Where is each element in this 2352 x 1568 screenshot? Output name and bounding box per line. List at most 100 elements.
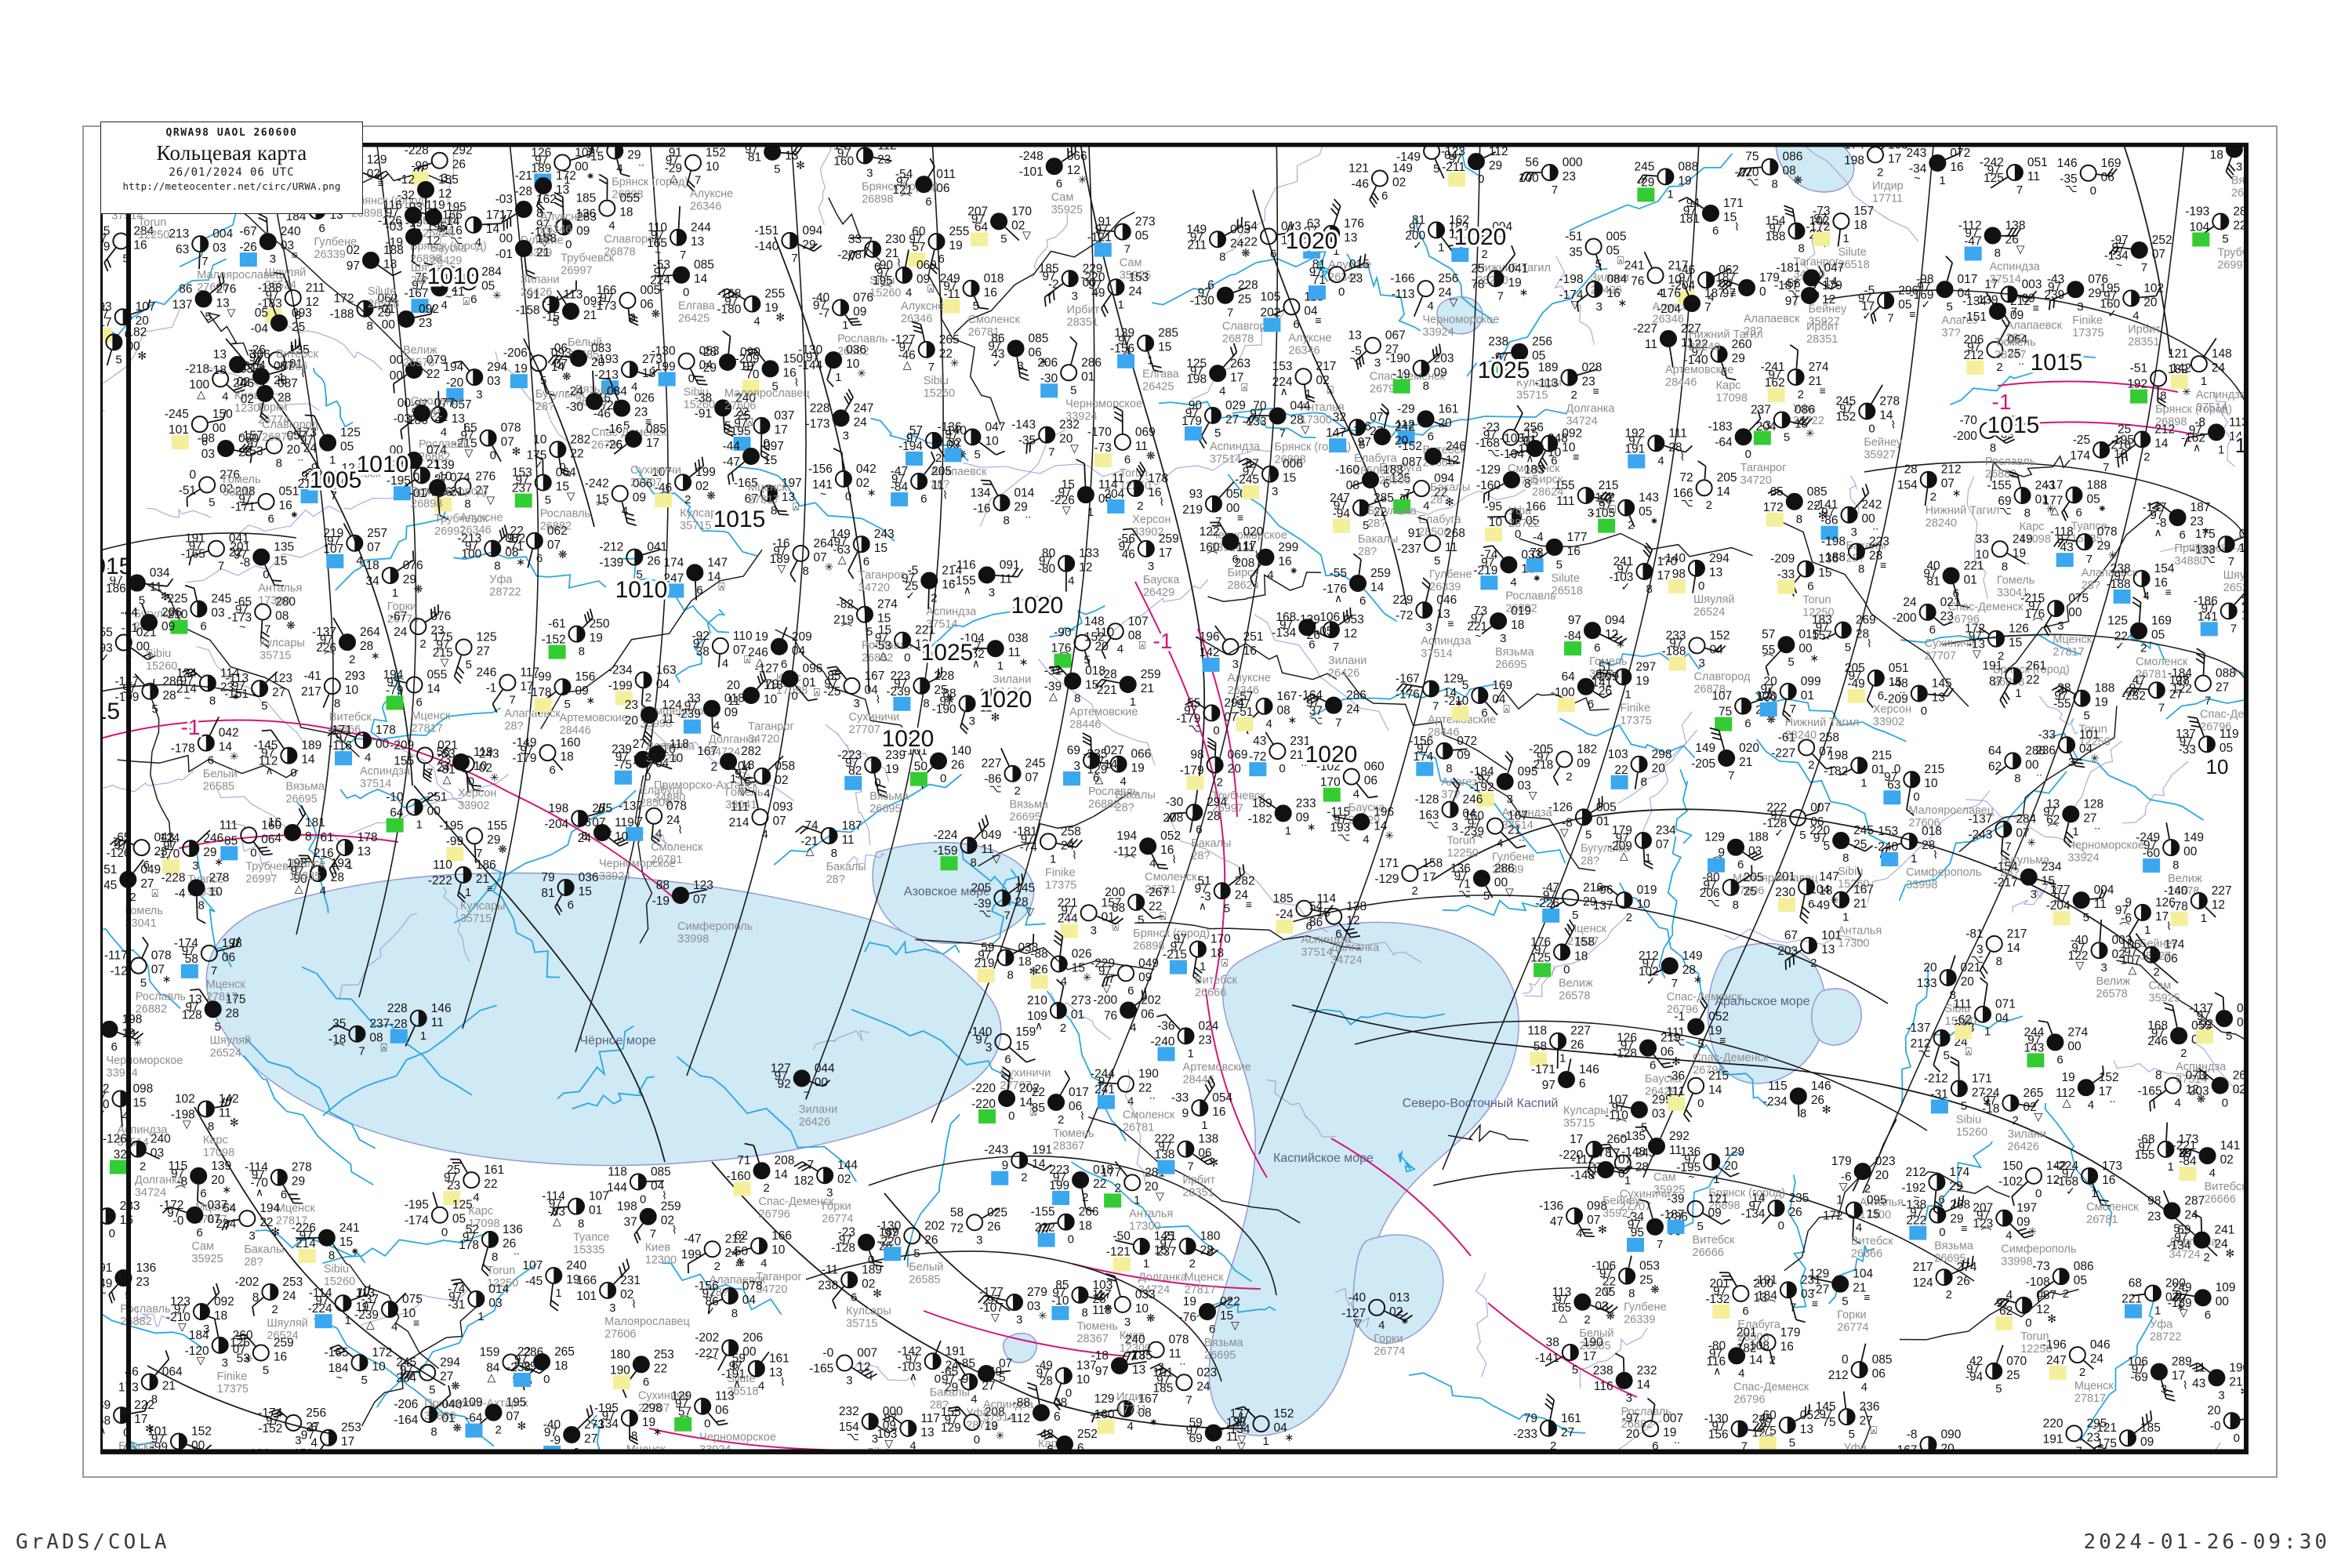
cloud-cover-full: [2063, 806, 2079, 822]
station-index: 37?: [1942, 327, 1961, 339]
sky-state-icon: ⌥: [1918, 1047, 1931, 1059]
country-border-line: [953, 211, 1135, 335]
station-tendency: 10: [706, 161, 720, 174]
station-visibility: 3: [192, 859, 198, 873]
station-visibility: 6: [1359, 594, 1366, 608]
wind-barb-feather: [777, 510, 787, 513]
station-pressure: 244: [691, 221, 711, 234]
station-visibility: 5: [774, 163, 780, 176]
station-pressure: 076: [403, 559, 423, 572]
sky-state-icon: ~: [1914, 172, 1920, 184]
station-temperature: 57: [1762, 628, 1775, 641]
station-pressure: 255: [592, 802, 612, 815]
station-visibility: 0: [1338, 285, 1345, 299]
station-temperature: -154: [1994, 861, 2018, 874]
station-humidity: 97: [1118, 335, 1131, 348]
station-humidity: 97: [1091, 756, 1104, 769]
wind-barb-shaft: [641, 688, 644, 706]
cloud-cover-full: [1350, 575, 1367, 591]
precip-flag-yellow: [1557, 697, 1575, 712]
station-temperature: 245: [1635, 160, 1655, 173]
station-tendency: 28: [162, 689, 176, 702]
station-dewpoint: -205: [1691, 757, 1715, 771]
station-name: Нижний Тагил: [1785, 717, 1860, 729]
station-temperature: 35: [332, 1018, 346, 1031]
present-weather-icon: ⍓: [1221, 956, 1228, 969]
station-visibility: 4: [1149, 857, 1156, 870]
station-pressure: 245: [211, 593, 231, 606]
admin-boundary-line: [846, 853, 885, 866]
station-temperature: -116: [953, 558, 976, 572]
station-tendency: 25: [1853, 838, 1867, 851]
station-pressure: 227: [2212, 884, 2232, 898]
present-weather-icon: ⌇: [1679, 450, 1685, 463]
station-pressure: 258: [1061, 825, 1081, 838]
station-tendency: 19: [1131, 762, 1145, 775]
present-weather-icon: ✻: [137, 349, 147, 361]
station-pressure: 280: [275, 596, 296, 609]
station-index: 26339: [314, 249, 346, 261]
station-visibility: 0: [1913, 790, 1919, 804]
weather-map-canvas[interactable]: -59231180251✓Аспиндза37514-9-11806614597…: [100, 143, 2249, 1454]
station-pressure: 138: [1346, 900, 1367, 913]
station-tendency: 19: [885, 763, 898, 776]
station-pressure: 019: [1511, 604, 1531, 618]
precip-flag-yellow: [1030, 975, 1048, 989]
station-temperature: -137: [619, 800, 643, 813]
station-tendency: 15: [1283, 472, 1296, 485]
sky-state-icon: ⌥: [1971, 953, 1984, 965]
present-weather-icon: ▽: [1301, 423, 1310, 435]
station-dewpoint: -173: [806, 417, 830, 430]
present-weather-icon: ⌇: [1890, 418, 1896, 430]
station-tendency: 15: [579, 885, 592, 898]
station-pressure: 148: [2212, 347, 2232, 361]
station-temperature: 72: [1679, 471, 1693, 485]
precip-flag-yellow: [1094, 452, 1112, 467]
admin-boundary-line: [440, 143, 459, 265]
cloud-cover-full: [1719, 750, 1735, 767]
station-tendency: 11: [1000, 572, 1012, 586]
valid-time-text: 26/01/2024 06 UTC: [101, 166, 362, 179]
station-pressure: 094: [1605, 614, 1625, 627]
station-humidity: 97: [386, 207, 399, 220]
station-pressure: 069: [1135, 426, 1156, 439]
station-tendency: 29: [1489, 159, 1502, 172]
station-visibility: 0: [565, 238, 572, 251]
station-pressure: 041: [647, 541, 667, 554]
station-temperature: 206: [1037, 356, 1058, 369]
station-temperature: 33: [1976, 532, 1989, 546]
station-pressure: 178: [358, 831, 378, 844]
station-visibility: 3: [2101, 961, 2107, 975]
station-dewpoint: -4: [175, 887, 186, 900]
present-weather-icon: ∗: [516, 556, 525, 568]
station-index: 33924: [106, 1067, 137, 1080]
station-pressure: 069: [1228, 749, 1248, 762]
station-humidity: 97: [2071, 942, 2085, 955]
station-humidity: 97: [1309, 266, 1323, 279]
station-index: 26429: [1143, 586, 1174, 599]
admin-boundary-line: [396, 738, 467, 807]
station-humidity: 97: [1190, 230, 1203, 244]
river-line: [1686, 1041, 1769, 1107]
station-index: 28351: [1067, 316, 1098, 328]
station-pressure: 055: [619, 192, 640, 205]
present-weather-icon: ∗: [162, 973, 172, 985]
station-pressure: 259: [1370, 567, 1391, 580]
station-humidity: 97: [2056, 533, 2070, 546]
station-dewpoint: -28: [390, 1018, 407, 1031]
low-cloud-flag: [1202, 657, 1220, 672]
station-temperature: 185: [575, 192, 596, 205]
station-humidity: 97: [845, 757, 858, 770]
station-visibility: 6: [2075, 506, 2082, 519]
admin-boundary-line: [442, 887, 470, 963]
present-weather-icon: ❋: [562, 370, 572, 383]
station-index: 33924: [2067, 851, 2099, 864]
station-humidity: 97: [824, 677, 837, 691]
station-humidity: 97: [1813, 212, 1827, 226]
present-weather-icon: ❋: [286, 619, 296, 632]
station-pressure: 110: [733, 630, 753, 643]
present-weather-icon: ⍓: [927, 282, 934, 295]
station-humidity: 97: [943, 280, 956, 293]
station-index: 26578: [2096, 988, 2128, 1000]
station-humidity: 97: [1599, 499, 1612, 513]
